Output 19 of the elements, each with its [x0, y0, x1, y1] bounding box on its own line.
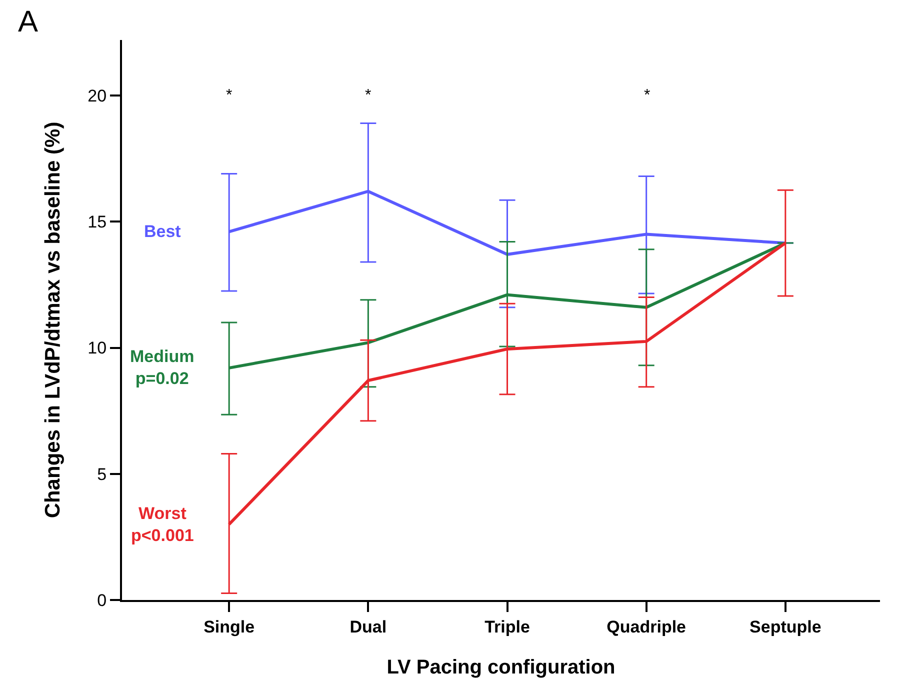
y-tick-label: 10	[88, 338, 107, 358]
x-tick-label: Triple	[484, 617, 530, 636]
x-tick-label: Septuple	[750, 617, 822, 636]
annotation: *	[644, 87, 650, 104]
y-tick-label: 15	[88, 212, 107, 232]
y-axis-title: Changes in LVdP/dtmax vs baseline (%)	[41, 122, 64, 518]
x-tick-label: Dual	[350, 617, 387, 636]
chart-title: A	[18, 5, 38, 38]
text: Worst p<0.001	[131, 504, 194, 546]
x-tick-label: Quadriple	[606, 617, 686, 636]
annotation: *	[226, 87, 232, 104]
y-tick-label: 0	[97, 590, 107, 610]
y-tick-label: 20	[88, 86, 107, 106]
annotation: *	[365, 87, 372, 104]
text: Medium p=0.02	[130, 347, 194, 388]
x-tick-label: Single	[204, 617, 255, 636]
x-axis-title: LV Pacing configuration	[386, 656, 616, 678]
y-tick-label: 5	[97, 464, 107, 484]
text: Best	[144, 222, 182, 241]
